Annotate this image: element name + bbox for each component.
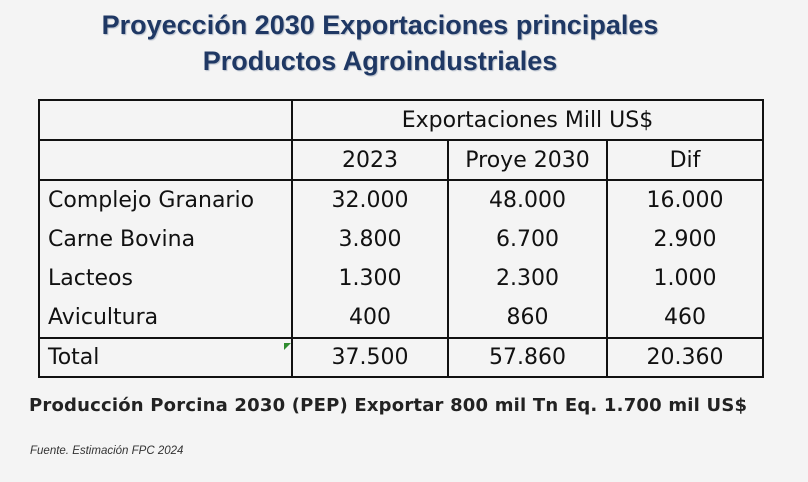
table-row: Avicultura 400 860 460 <box>38 298 764 338</box>
column-header-row: 2023 Proye 2030 Dif <box>38 139 764 181</box>
cell-2023: 32.000 <box>291 179 449 220</box>
row-label: Avicultura <box>38 298 293 338</box>
group-header-row: Exportaciones Mill US$ <box>38 99 764 141</box>
row-label: Carne Bovina <box>38 220 293 259</box>
exports-table: Exportaciones Mill US$ 2023 Proye 2030 D… <box>38 99 764 378</box>
cell-2030: 48.000 <box>447 179 608 220</box>
row-label: Complejo Granario <box>38 179 293 220</box>
cell-2023: 3.800 <box>291 220 449 259</box>
column-header-2023: 2023 <box>291 139 449 181</box>
table-row: Lacteos 1.300 2.300 1.000 <box>38 259 764 298</box>
title-line-1: Proyección 2030 Exportaciones principale… <box>101 10 659 40</box>
total-row: Total 37.500 57.860 20.360 <box>38 337 764 378</box>
column-header-dif: Dif <box>606 139 764 181</box>
cell-2030: 2.300 <box>447 259 608 298</box>
table-row: Complejo Granario 32.000 48.000 16.000 <box>38 179 764 220</box>
source-note: Fuente. Estimación FPC 2024 <box>30 445 184 457</box>
cell-2023: 1.300 <box>291 259 449 298</box>
porcine-note: Producción Porcina 2030 (PEP) Exportar 8… <box>29 395 748 416</box>
empty-header-cell <box>38 139 293 181</box>
cell-2030: 860 <box>447 298 608 338</box>
column-header-2030: Proye 2030 <box>447 139 608 181</box>
group-header: Exportaciones Mill US$ <box>291 99 764 141</box>
cell-marker-triangle <box>284 343 291 350</box>
table-row: Carne Bovina 3.800 6.700 2.900 <box>38 220 764 259</box>
total-dif: 20.360 <box>606 337 764 378</box>
cell-dif: 1.000 <box>606 259 764 298</box>
row-label: Lacteos <box>38 259 293 298</box>
cell-dif: 16.000 <box>606 179 764 220</box>
cell-dif: 2.900 <box>606 220 764 259</box>
total-2023: 37.500 <box>291 337 449 378</box>
total-label: Total <box>38 337 293 378</box>
empty-corner-cell <box>38 99 293 141</box>
total-2030: 57.860 <box>447 337 608 378</box>
cell-dif: 460 <box>606 298 764 338</box>
cell-2023: 400 <box>291 298 449 338</box>
title-line-2: Productos Agroindustriales <box>202 46 558 76</box>
cell-2030: 6.700 <box>447 220 608 259</box>
